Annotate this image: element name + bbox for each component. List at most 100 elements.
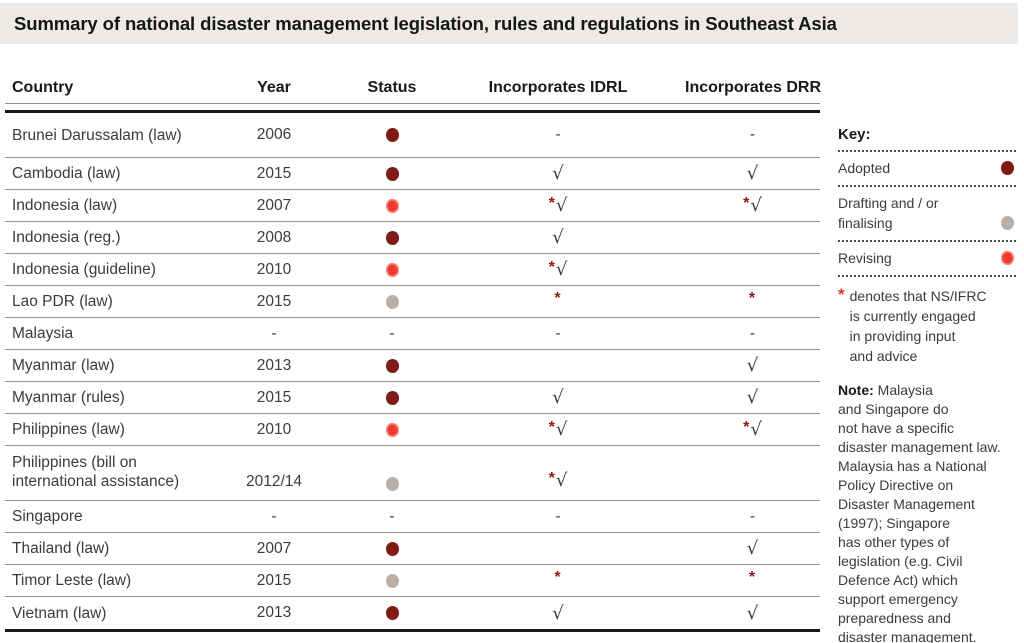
year-cell: 2013 xyxy=(256,356,292,374)
dash-mark: - xyxy=(555,507,561,525)
table-body: Brunei Darussalam (law) 2006 - - Cambodia (l… xyxy=(5,113,820,632)
check-mark: √ xyxy=(555,195,568,216)
country-cell: Philippines (law) xyxy=(12,421,125,438)
year-cell: 2015 xyxy=(256,292,292,310)
status-cell: - xyxy=(311,508,473,526)
incorporates-idrl-cell: *√ xyxy=(473,419,643,440)
check-mark: √ xyxy=(555,419,568,440)
star-mark: * xyxy=(743,195,750,212)
incorporates-drr-cell: - xyxy=(643,325,820,343)
key-star-note: * denotes that NS/IFRC is currently engag… xyxy=(838,275,1016,366)
status-cell xyxy=(311,358,473,373)
country-cell: Indonesia (law) xyxy=(12,197,118,214)
dash-mark: - xyxy=(555,324,561,342)
incorporates-idrl-cell: *√ xyxy=(473,259,643,280)
note-label: Note: xyxy=(838,382,874,398)
legislation-table: Country Year Status Incorporates IDRL In… xyxy=(5,76,821,632)
year-cell: 2006 xyxy=(256,126,292,143)
dash-mark: - xyxy=(749,507,756,525)
year-cell: 2015 xyxy=(256,164,292,182)
status-dot-adopted xyxy=(385,390,399,405)
dash-mark: - xyxy=(749,324,756,342)
check-mark: √ xyxy=(552,227,564,248)
status-cell xyxy=(311,390,473,405)
incorporates-drr-cell: * xyxy=(643,569,820,590)
incorporates-idrl-cell: - xyxy=(473,126,643,144)
country-cell: Singapore xyxy=(12,508,83,525)
incorporates-idrl-cell: *√ xyxy=(473,470,643,491)
status-cell xyxy=(311,198,473,213)
check-mark: √ xyxy=(555,470,568,491)
country-cell: Myanmar (law) xyxy=(12,357,115,374)
incorporates-idrl-cell: √ xyxy=(473,163,643,184)
check-mark: √ xyxy=(552,602,564,624)
note-text: Malaysia and Singapore do not have a speci… xyxy=(838,382,1001,643)
table-row: Indonesia (reg.) 2008 √ xyxy=(5,222,820,254)
incorporates-drr-cell: *√ xyxy=(643,195,820,216)
key-item-label: Revising xyxy=(838,250,892,266)
page-title: Summary of national disaster management … xyxy=(14,12,837,34)
table-row: Vietnam (law) 2013 √ √ xyxy=(5,597,820,629)
status-cell xyxy=(311,606,473,620)
incorporates-idrl-cell: - xyxy=(473,508,643,526)
incorporates-drr-cell: *√ xyxy=(643,419,820,440)
status-dot-adopted xyxy=(385,541,399,556)
table-row: Brunei Darussalam (law) 2006 - - xyxy=(5,113,820,158)
incorporates-drr-cell: √ xyxy=(643,355,820,376)
star-mark: * xyxy=(748,289,756,307)
incorporates-drr-cell: - xyxy=(643,508,820,526)
check-mark: √ xyxy=(552,387,564,408)
dash-mark: - xyxy=(389,507,395,525)
star-mark: * xyxy=(548,259,555,276)
status-dot-adopted xyxy=(385,230,399,245)
table-row: Timor Leste (law) 2015 * * xyxy=(5,565,820,597)
table-row: Lao PDR (law) 2015 * * xyxy=(5,286,820,318)
key-star-note-text: denotes that NS/IFRC is currently engaged… xyxy=(849,288,987,364)
table-row: Myanmar (rules) 2015 √ √ xyxy=(5,382,820,414)
check-mark: √ xyxy=(750,195,762,216)
star-mark: * xyxy=(548,419,555,436)
incorporates-idrl-cell: *√ xyxy=(473,195,643,216)
incorporates-idrl-cell: * xyxy=(473,290,643,311)
country-cell: Lao PDR (law) xyxy=(12,293,113,310)
column-header-country: Country xyxy=(12,79,74,96)
status-cell xyxy=(311,262,473,277)
star-mark: * xyxy=(743,419,750,436)
star-mark: * xyxy=(548,195,555,212)
status-cell xyxy=(311,166,473,181)
dash-mark: - xyxy=(749,126,756,143)
key-item-drafting: Drafting and / or finalising xyxy=(838,185,1016,240)
status-dot-adopted xyxy=(385,128,399,142)
country-cell: Brunei Darussalam (law) xyxy=(12,126,182,144)
country-cell: Cambodia (law) xyxy=(12,165,121,182)
table-header-row: Country Year Status Incorporates IDRL In… xyxy=(5,76,821,100)
year-cell: 2008 xyxy=(256,228,292,246)
country-cell: Indonesia (guideline) xyxy=(12,261,156,278)
key-item-label: Adopted xyxy=(838,160,891,176)
country-cell: Timor Leste (law) xyxy=(12,572,132,589)
status-cell xyxy=(311,128,473,142)
year-cell: 2007 xyxy=(256,196,292,214)
dash-mark: - xyxy=(555,126,561,143)
table-row: Singapore - - - - xyxy=(5,501,820,533)
legend-dot-adopted xyxy=(1001,161,1014,175)
column-header-status: Status xyxy=(367,79,417,96)
status-dot-drafting xyxy=(385,573,399,588)
table-row: Myanmar (law) 2013 √ xyxy=(5,350,820,382)
star-mark: * xyxy=(554,568,561,586)
year-cell: - xyxy=(271,507,277,525)
status-cell xyxy=(311,294,473,309)
status-dot-adopted xyxy=(385,358,399,373)
table-row: Thailand (law) 2007 √ xyxy=(5,533,820,565)
incorporates-idrl-cell: - xyxy=(473,325,643,343)
year-cell: 2012/14 xyxy=(245,473,303,490)
year-cell: 2010 xyxy=(256,420,292,438)
table-row: Philippines (bill on international assis… xyxy=(5,446,820,501)
status-dot-adopted xyxy=(385,166,399,181)
status-cell xyxy=(311,230,473,245)
year-cell: - xyxy=(271,324,277,342)
country-cell: Myanmar (rules) xyxy=(12,389,125,406)
check-mark: √ xyxy=(750,419,762,440)
status-cell xyxy=(311,477,473,491)
